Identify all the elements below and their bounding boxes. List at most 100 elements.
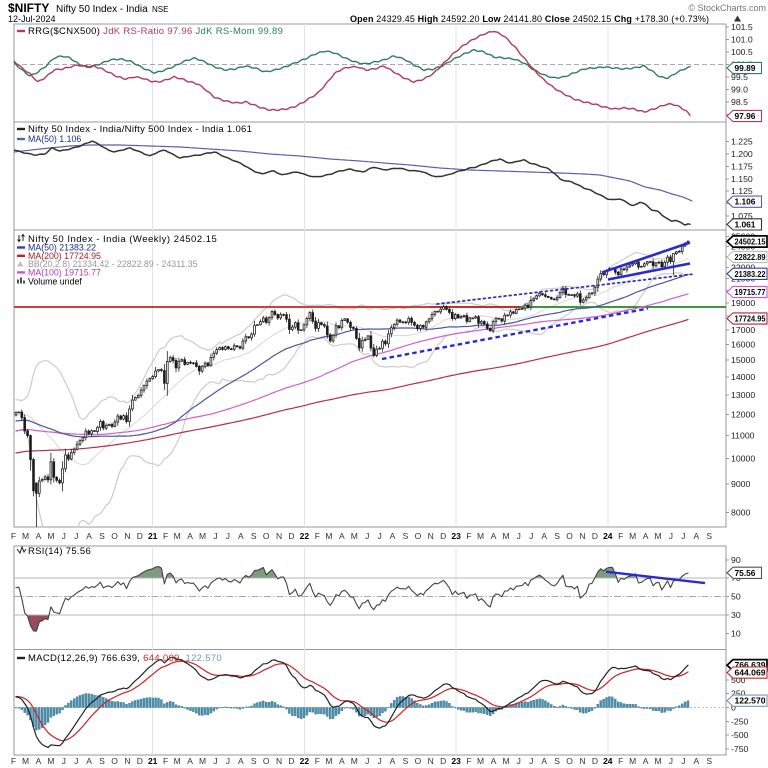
svg-text:M: M <box>47 531 54 541</box>
svg-text:10000: 10000 <box>731 453 755 463</box>
svg-text:A: A <box>541 756 547 766</box>
svg-text:J: J <box>529 531 533 541</box>
svg-text:1.200: 1.200 <box>731 149 753 159</box>
svg-text:J: J <box>226 531 230 541</box>
svg-text:N: N <box>579 531 585 541</box>
svg-text:1.175: 1.175 <box>731 162 753 172</box>
svg-text:D: D <box>137 756 143 766</box>
svg-text:9000: 9000 <box>731 479 750 489</box>
svg-text:0: 0 <box>731 703 736 713</box>
svg-text:A: A <box>86 531 92 541</box>
svg-text:1.075: 1.075 <box>731 211 753 221</box>
svg-text:M: M <box>655 531 662 541</box>
svg-text:M: M <box>325 531 332 541</box>
svg-text:D: D <box>592 756 598 766</box>
svg-text:1.150: 1.150 <box>731 174 753 184</box>
svg-text:99.0: 99.0 <box>731 85 748 95</box>
svg-text:F: F <box>466 756 471 766</box>
svg-text:Open 24329.45 High 24592.20 Lo: Open 24329.45 High 24592.20 Low 24141.80… <box>350 14 709 24</box>
svg-text:M: M <box>174 756 181 766</box>
svg-text:Volume undef: Volume undef <box>28 277 82 287</box>
svg-text:N: N <box>579 756 585 766</box>
svg-text:F: F <box>163 756 168 766</box>
svg-text:22000: 22000 <box>731 262 755 272</box>
svg-text:1.125: 1.125 <box>731 186 753 196</box>
svg-text:97.96: 97.96 <box>735 111 756 121</box>
svg-text:N: N <box>428 756 434 766</box>
svg-text:15000: 15000 <box>731 355 755 365</box>
svg-text:MA(200) 17724.95: MA(200) 17724.95 <box>28 251 101 261</box>
svg-text:J: J <box>377 531 381 541</box>
svg-text:J: J <box>213 756 217 766</box>
svg-text:O: O <box>415 756 422 766</box>
svg-text:17000: 17000 <box>731 325 755 335</box>
svg-text:M: M <box>502 756 509 766</box>
svg-text:J: J <box>517 531 521 541</box>
svg-text:J: J <box>529 756 533 766</box>
svg-text:N: N <box>124 756 130 766</box>
svg-text:F: F <box>315 531 320 541</box>
svg-text:122.570: 122.570 <box>735 696 766 706</box>
svg-text:J: J <box>681 756 685 766</box>
svg-text:M: M <box>199 531 206 541</box>
svg-text:M: M <box>174 531 181 541</box>
svg-text:RSI(14) 75.56: RSI(14) 75.56 <box>28 546 91 557</box>
svg-text:J: J <box>681 531 685 541</box>
svg-text:23: 23 <box>451 756 461 766</box>
svg-text:S: S <box>554 756 560 766</box>
svg-text:S: S <box>403 531 409 541</box>
svg-text:A: A <box>693 756 699 766</box>
svg-text:MACD(12,26,9) 766.639, 644.069: MACD(12,26,9) 766.639, 644.069, 122.570 <box>28 653 222 664</box>
svg-text:O: O <box>263 756 270 766</box>
svg-text:A: A <box>390 756 396 766</box>
svg-text:O: O <box>263 531 270 541</box>
svg-text:21: 21 <box>148 756 158 766</box>
svg-text:M: M <box>351 531 358 541</box>
svg-text:S: S <box>99 756 105 766</box>
svg-text:J: J <box>517 756 521 766</box>
svg-text:19000: 19000 <box>731 298 755 308</box>
svg-text:11000: 11000 <box>731 430 755 440</box>
svg-text:A: A <box>491 756 497 766</box>
svg-text:D: D <box>137 531 143 541</box>
svg-text:250: 250 <box>731 689 746 699</box>
svg-text:A: A <box>643 756 649 766</box>
svg-text:A: A <box>643 531 649 541</box>
svg-text:M: M <box>477 531 484 541</box>
svg-text:F: F <box>618 531 623 541</box>
svg-text:M: M <box>22 756 29 766</box>
svg-text:M: M <box>199 756 206 766</box>
svg-text:A: A <box>541 531 547 541</box>
svg-text:A: A <box>339 531 345 541</box>
svg-text:O: O <box>566 531 573 541</box>
svg-text:A: A <box>693 531 699 541</box>
svg-text:S: S <box>403 756 409 766</box>
svg-text:14000: 14000 <box>731 372 755 382</box>
svg-text:-500: -500 <box>731 730 749 740</box>
svg-text:S: S <box>251 531 257 541</box>
svg-text:75.56: 75.56 <box>735 568 756 578</box>
svg-text:D: D <box>592 531 598 541</box>
svg-text:1.061: 1.061 <box>735 219 756 229</box>
svg-text:S: S <box>251 756 257 766</box>
svg-text:A: A <box>187 531 193 541</box>
svg-text:D: D <box>288 531 294 541</box>
svg-text:O: O <box>566 756 573 766</box>
svg-text:M: M <box>22 531 29 541</box>
svg-text:S: S <box>706 531 712 541</box>
svg-text:A: A <box>36 531 42 541</box>
svg-text:A: A <box>238 756 244 766</box>
svg-text:J: J <box>226 756 230 766</box>
svg-text:N: N <box>124 531 130 541</box>
svg-text:A: A <box>390 531 396 541</box>
svg-text:M: M <box>351 756 358 766</box>
svg-text:$NIFTY: $NIFTY <box>8 1 49 15</box>
svg-text:98.5: 98.5 <box>731 97 748 107</box>
svg-text:J: J <box>74 531 78 541</box>
svg-text:M: M <box>629 756 636 766</box>
svg-text:M: M <box>325 756 332 766</box>
svg-text:16000: 16000 <box>731 340 755 350</box>
svg-text:Nifty 50 Index - India/Nifty 5: Nifty 50 Index - India/Nifty 500 Index -… <box>28 124 252 135</box>
svg-text:A: A <box>36 756 42 766</box>
svg-text:D: D <box>440 531 446 541</box>
